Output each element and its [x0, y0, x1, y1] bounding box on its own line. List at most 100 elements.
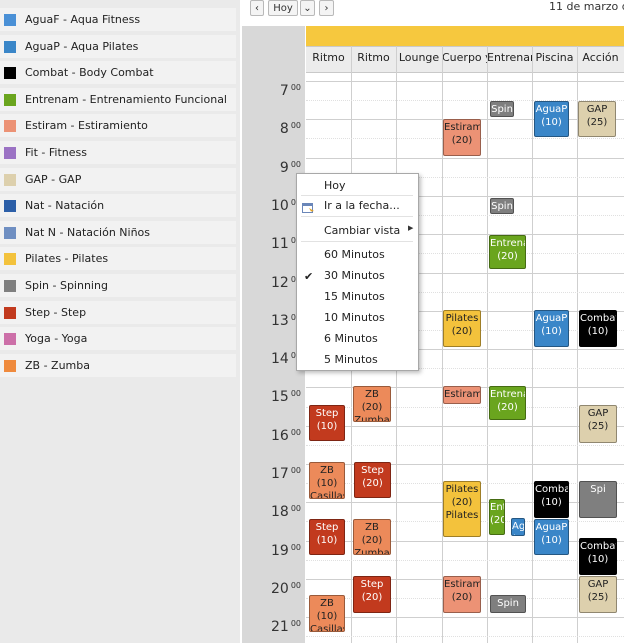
event-label: (10) — [541, 117, 562, 128]
calendar-event[interactable]: Combat (10) — [579, 310, 617, 347]
calendar-event[interactable]: AguaP (10) — [534, 310, 569, 347]
next-button[interactable]: › — [319, 0, 334, 16]
event-label: (20) — [451, 592, 473, 603]
hour-line — [306, 272, 624, 274]
event-label: Spin — [491, 201, 513, 212]
menu-item-60-minutos[interactable]: 60 Minutos — [324, 248, 385, 261]
hour-line — [306, 425, 624, 427]
color-swatch — [4, 253, 16, 266]
hour-label: 9 00 — [279, 159, 301, 176]
legend-item: Pilates - Pilates — [0, 247, 236, 271]
hour-line — [306, 81, 624, 82]
calendar-event[interactable]: GAP (25) — [579, 576, 617, 613]
hour-label: 19 00 — [270, 542, 301, 559]
menu-item-today[interactable]: Hoy — [324, 179, 346, 192]
legend-label: Nat N - Natación Niños — [25, 225, 151, 239]
event-label: (20) — [451, 135, 473, 146]
calendar-event[interactable]: Estiram — [443, 386, 481, 404]
hour-label: 18 00 — [270, 504, 301, 521]
hour-label: 17 00 — [270, 466, 301, 482]
event-label: AguaP — [535, 313, 568, 324]
color-swatch — [4, 306, 16, 319]
event-label: Estiram — [444, 389, 481, 400]
color-swatch — [4, 280, 16, 292]
hour-line — [306, 157, 624, 159]
menu-item-go-to-date[interactable]: Ir a la fecha... — [324, 199, 400, 212]
color-swatch — [4, 359, 16, 372]
event-label: (10) — [512, 533, 524, 535]
column-header-row: Ritmo Ritmo Lounge Cuerpo y Entrenar Piscina A… — [306, 46, 624, 73]
menu-item-6-minutos[interactable]: 6 Minutos — [324, 332, 378, 345]
event-label: Combat — [535, 484, 568, 495]
calendar-event[interactable]: Combat (10) — [534, 481, 569, 518]
legend-item: Estiram - Estiramiento — [0, 114, 236, 138]
calendar-event[interactable]: AguaP(10) — [534, 101, 569, 137]
event-label: Step — [360, 579, 384, 590]
calendar-event[interactable]: Step (20) — [354, 462, 391, 498]
legend-label: ZB - Zumba — [25, 358, 90, 372]
hour-label: 8 00 — [279, 121, 301, 138]
calendar-event[interactable]: Spin — [490, 101, 514, 117]
calendar-event[interactable]: AguaP(10) — [511, 518, 525, 536]
legend-item: Entrenam - Entrenamiento Funcional — [0, 87, 236, 111]
calendar-event[interactable]: Pilates (20) Pilates — [443, 481, 481, 537]
event-label: (10) — [316, 478, 338, 489]
color-swatch — [4, 200, 16, 213]
calendar-event[interactable]: ZB (20) Zumba — [353, 519, 391, 555]
menu-item-change-view[interactable]: Cambiar vista — [324, 224, 401, 237]
calendar-event[interactable]: Spi — [579, 481, 617, 518]
calendar-event[interactable]: GAP (25) — [578, 101, 616, 137]
calendar-event[interactable]: ZB (10) Casillas — [309, 595, 345, 632]
legend-label: Nat - Natación — [25, 199, 105, 213]
event-label: (10) — [587, 554, 609, 565]
calendar-event[interactable]: Combat (10) — [579, 538, 617, 575]
date-dropdown-button[interactable]: ⌄ — [300, 0, 315, 16]
event-label: (10) — [316, 535, 338, 546]
calendar-event[interactable]: GAP (25) — [579, 405, 617, 443]
calendar-event[interactable]: Pilates (20) — [443, 310, 481, 347]
menu-item-5-minutos[interactable]: 5 Minutos — [324, 353, 378, 366]
calendar-event[interactable]: Step (10) — [309, 519, 345, 555]
half-hour-line — [306, 368, 624, 370]
color-swatch — [4, 14, 16, 26]
calendar-event[interactable]: Spin — [490, 595, 526, 613]
calendar-event[interactable]: Step (20) — [353, 576, 391, 613]
legend-item: Combat - Body Combat — [0, 61, 236, 85]
event-label: Casillas — [310, 624, 345, 632]
menu-item-30-minutos[interactable]: 30 Minutos — [324, 269, 385, 282]
event-label: (10) — [541, 497, 562, 508]
hour-label: 16 00 — [270, 427, 301, 444]
calendar-event[interactable]: AguaP(10) — [534, 519, 569, 555]
hour-line — [306, 464, 624, 465]
event-label: (20) — [361, 535, 383, 546]
event-label: Spin — [491, 104, 513, 115]
calendar-event[interactable]: Entrena (20) — [489, 235, 526, 269]
calendar-event[interactable]: Estiram (20) — [443, 119, 481, 156]
event-label: AguaP — [535, 522, 568, 533]
calendar-event[interactable]: Estiram (20) — [443, 576, 481, 613]
menu-separator — [301, 216, 413, 217]
half-hour-line — [306, 291, 624, 293]
half-hour-line — [306, 636, 624, 638]
calendar-event[interactable]: Entrena (20) — [489, 386, 526, 420]
today-button[interactable]: Hoy — [268, 0, 298, 16]
calendar-event[interactable]: Step (10) — [309, 405, 345, 441]
event-label: (10) — [541, 326, 562, 337]
hour-line — [306, 195, 624, 197]
calendar-event[interactable]: ZB (10) Casillas — [309, 462, 345, 499]
event-label: Spi — [590, 484, 606, 495]
event-label: Entrena — [490, 238, 526, 249]
event-label: Spin — [497, 598, 519, 609]
calendar-event[interactable]: Spin — [490, 198, 514, 214]
calendar-event[interactable]: Ent (20) — [489, 499, 505, 535]
menu-item-15-minutos[interactable]: 15 Minutos — [324, 290, 385, 303]
prev-button[interactable]: ‹ — [250, 0, 264, 16]
menu-item-10-minutos[interactable]: 10 Minutos — [324, 311, 385, 324]
hour-label: 20 00 — [270, 580, 301, 597]
all-day-bar — [306, 26, 624, 46]
calendar-event[interactable]: ZB (20) Zumba — [353, 386, 391, 422]
hour-label: 1100 — [270, 236, 301, 253]
color-swatch — [4, 333, 16, 346]
event-label: Step — [315, 522, 339, 533]
checkmark-icon: ✔ — [304, 270, 314, 283]
